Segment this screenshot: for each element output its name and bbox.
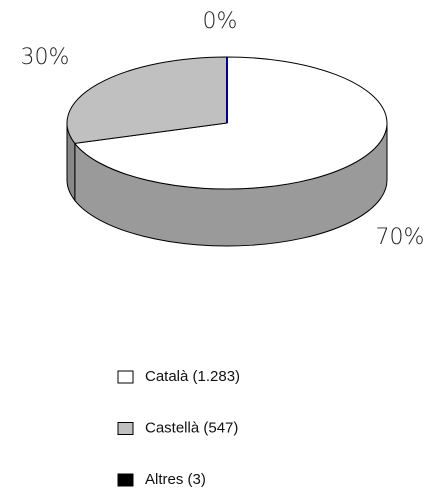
value-label: 70%	[376, 225, 425, 250]
legend-label: Català (1.283)	[145, 368, 240, 385]
slice	[73, 56, 388, 190]
value-label: 0%	[203, 9, 238, 34]
value-label: 30%	[21, 45, 70, 70]
legend-swatch	[117, 422, 134, 435]
slice	[66, 56, 228, 144]
legend-label: Altres (3)	[145, 471, 206, 488]
legend-swatch	[117, 370, 134, 384]
legend-label: Castellà (547)	[145, 419, 238, 436]
legend-swatch	[117, 473, 134, 487]
